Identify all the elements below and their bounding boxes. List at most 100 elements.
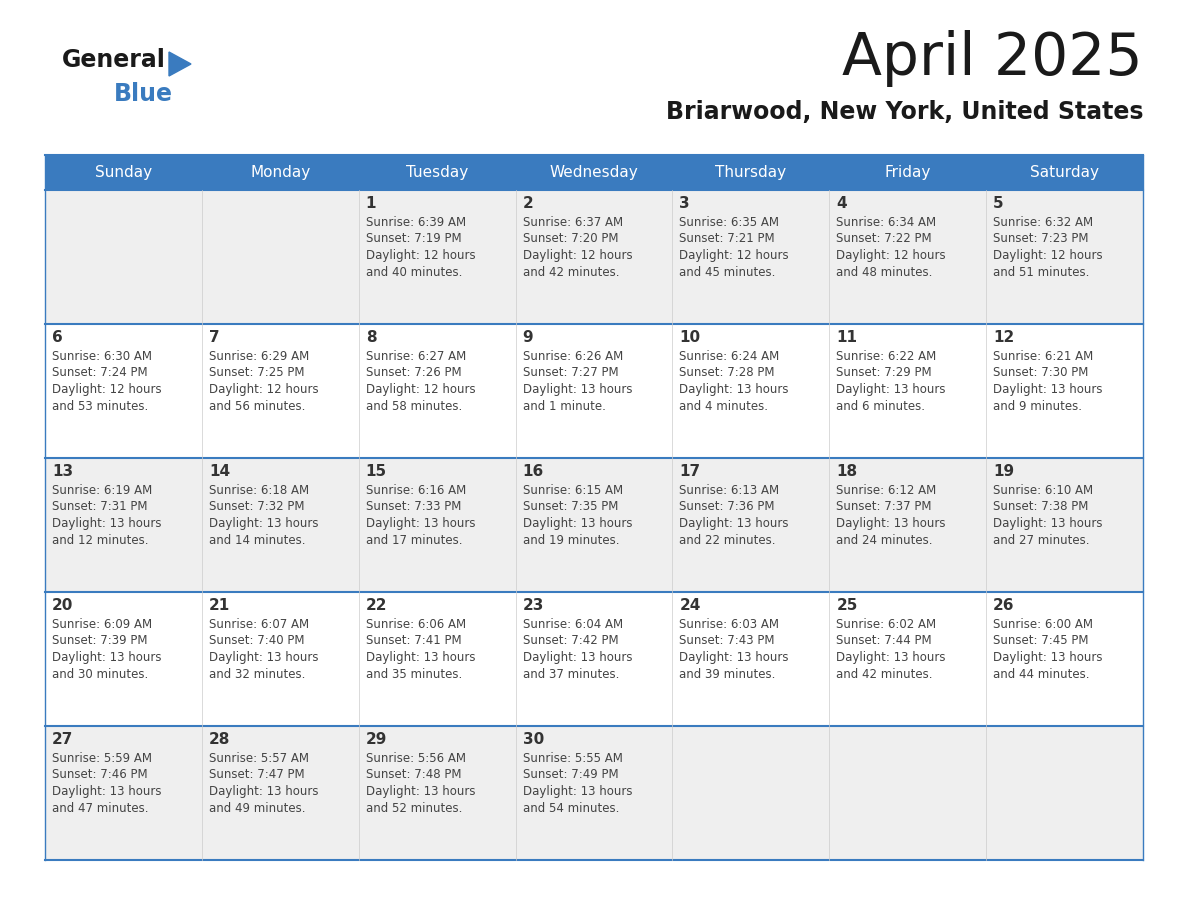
Text: Daylight: 13 hours: Daylight: 13 hours: [209, 785, 318, 798]
Text: 5: 5: [993, 196, 1004, 211]
Text: Daylight: 13 hours: Daylight: 13 hours: [836, 517, 946, 530]
Text: Daylight: 12 hours: Daylight: 12 hours: [366, 249, 475, 262]
Text: and 19 minutes.: and 19 minutes.: [523, 533, 619, 546]
Text: Daylight: 13 hours: Daylight: 13 hours: [680, 517, 789, 530]
Text: Sunrise: 6:06 AM: Sunrise: 6:06 AM: [366, 618, 466, 631]
Text: 19: 19: [993, 464, 1015, 479]
Text: Daylight: 12 hours: Daylight: 12 hours: [523, 249, 632, 262]
Text: Sunset: 7:46 PM: Sunset: 7:46 PM: [52, 768, 147, 781]
Text: 26: 26: [993, 598, 1015, 613]
Text: and 17 minutes.: and 17 minutes.: [366, 533, 462, 546]
Text: Sunrise: 6:35 AM: Sunrise: 6:35 AM: [680, 216, 779, 229]
Text: Daylight: 12 hours: Daylight: 12 hours: [993, 249, 1102, 262]
Text: Daylight: 13 hours: Daylight: 13 hours: [523, 785, 632, 798]
Text: Briarwood, New York, United States: Briarwood, New York, United States: [665, 100, 1143, 124]
Text: Sunset: 7:38 PM: Sunset: 7:38 PM: [993, 500, 1088, 513]
Text: and 30 minutes.: and 30 minutes.: [52, 667, 148, 680]
Text: and 24 minutes.: and 24 minutes.: [836, 533, 933, 546]
Text: Sunrise: 6:07 AM: Sunrise: 6:07 AM: [209, 618, 309, 631]
Text: 17: 17: [680, 464, 701, 479]
Text: Daylight: 13 hours: Daylight: 13 hours: [680, 383, 789, 396]
Text: Sunset: 7:49 PM: Sunset: 7:49 PM: [523, 768, 618, 781]
Bar: [45, 726, 1143, 860]
Text: 21: 21: [209, 598, 230, 613]
Text: 30: 30: [523, 732, 544, 747]
Text: and 14 minutes.: and 14 minutes.: [209, 533, 305, 546]
Text: Sunset: 7:25 PM: Sunset: 7:25 PM: [209, 366, 304, 379]
Text: and 52 minutes.: and 52 minutes.: [366, 801, 462, 814]
Text: and 54 minutes.: and 54 minutes.: [523, 801, 619, 814]
Text: Sunset: 7:24 PM: Sunset: 7:24 PM: [52, 366, 147, 379]
Text: and 35 minutes.: and 35 minutes.: [366, 667, 462, 680]
Text: Thursday: Thursday: [715, 165, 786, 180]
Text: Daylight: 13 hours: Daylight: 13 hours: [680, 651, 789, 664]
Text: 16: 16: [523, 464, 544, 479]
Text: Saturday: Saturday: [1030, 165, 1099, 180]
Text: Sunset: 7:26 PM: Sunset: 7:26 PM: [366, 366, 461, 379]
Text: Sunrise: 6:32 AM: Sunrise: 6:32 AM: [993, 216, 1093, 229]
Text: 15: 15: [366, 464, 387, 479]
Text: Sunrise: 5:55 AM: Sunrise: 5:55 AM: [523, 752, 623, 765]
Bar: [45, 155, 1143, 190]
Text: Sunrise: 6:34 AM: Sunrise: 6:34 AM: [836, 216, 936, 229]
Text: Sunrise: 6:39 AM: Sunrise: 6:39 AM: [366, 216, 466, 229]
Text: Daylight: 13 hours: Daylight: 13 hours: [523, 517, 632, 530]
Text: Daylight: 13 hours: Daylight: 13 hours: [993, 517, 1102, 530]
Bar: [45, 458, 1143, 592]
Text: Daylight: 13 hours: Daylight: 13 hours: [366, 517, 475, 530]
Text: Sunset: 7:27 PM: Sunset: 7:27 PM: [523, 366, 618, 379]
Text: and 45 minutes.: and 45 minutes.: [680, 265, 776, 278]
Text: 6: 6: [52, 330, 63, 345]
Polygon shape: [169, 52, 191, 76]
Text: and 42 minutes.: and 42 minutes.: [836, 667, 933, 680]
Text: Sunday: Sunday: [95, 165, 152, 180]
Text: 1: 1: [366, 196, 377, 211]
Text: and 37 minutes.: and 37 minutes.: [523, 667, 619, 680]
Text: Sunset: 7:30 PM: Sunset: 7:30 PM: [993, 366, 1088, 379]
Text: Daylight: 13 hours: Daylight: 13 hours: [523, 383, 632, 396]
Text: 9: 9: [523, 330, 533, 345]
Text: and 42 minutes.: and 42 minutes.: [523, 265, 619, 278]
Text: Sunrise: 6:04 AM: Sunrise: 6:04 AM: [523, 618, 623, 631]
Text: 23: 23: [523, 598, 544, 613]
Text: Daylight: 13 hours: Daylight: 13 hours: [366, 651, 475, 664]
Text: Sunset: 7:22 PM: Sunset: 7:22 PM: [836, 232, 931, 245]
Text: Monday: Monday: [251, 165, 310, 180]
Text: 2: 2: [523, 196, 533, 211]
Text: Sunset: 7:21 PM: Sunset: 7:21 PM: [680, 232, 775, 245]
Text: and 56 minutes.: and 56 minutes.: [209, 399, 305, 412]
Text: Sunset: 7:29 PM: Sunset: 7:29 PM: [836, 366, 931, 379]
Text: Sunrise: 6:27 AM: Sunrise: 6:27 AM: [366, 350, 466, 363]
Text: and 22 minutes.: and 22 minutes.: [680, 533, 776, 546]
Text: Sunrise: 6:26 AM: Sunrise: 6:26 AM: [523, 350, 623, 363]
Text: Sunrise: 6:10 AM: Sunrise: 6:10 AM: [993, 484, 1093, 497]
Text: 25: 25: [836, 598, 858, 613]
Text: and 40 minutes.: and 40 minutes.: [366, 265, 462, 278]
Text: Sunrise: 6:09 AM: Sunrise: 6:09 AM: [52, 618, 152, 631]
Bar: [45, 190, 1143, 324]
Text: Daylight: 13 hours: Daylight: 13 hours: [52, 517, 162, 530]
Text: Sunrise: 6:37 AM: Sunrise: 6:37 AM: [523, 216, 623, 229]
Text: 24: 24: [680, 598, 701, 613]
Text: Daylight: 12 hours: Daylight: 12 hours: [836, 249, 946, 262]
Text: and 44 minutes.: and 44 minutes.: [993, 667, 1089, 680]
Text: Daylight: 13 hours: Daylight: 13 hours: [366, 785, 475, 798]
Text: Sunset: 7:37 PM: Sunset: 7:37 PM: [836, 500, 931, 513]
Text: Wednesday: Wednesday: [550, 165, 638, 180]
Text: Friday: Friday: [885, 165, 931, 180]
Text: Sunset: 7:33 PM: Sunset: 7:33 PM: [366, 500, 461, 513]
Text: 20: 20: [52, 598, 74, 613]
Text: Sunrise: 5:57 AM: Sunrise: 5:57 AM: [209, 752, 309, 765]
Text: Sunrise: 6:24 AM: Sunrise: 6:24 AM: [680, 350, 779, 363]
Text: Sunrise: 5:59 AM: Sunrise: 5:59 AM: [52, 752, 152, 765]
Text: April 2025: April 2025: [842, 30, 1143, 87]
Text: and 12 minutes.: and 12 minutes.: [52, 533, 148, 546]
Text: 10: 10: [680, 330, 701, 345]
Text: Daylight: 12 hours: Daylight: 12 hours: [366, 383, 475, 396]
Text: Daylight: 13 hours: Daylight: 13 hours: [836, 383, 946, 396]
Text: Sunset: 7:20 PM: Sunset: 7:20 PM: [523, 232, 618, 245]
Text: Daylight: 13 hours: Daylight: 13 hours: [52, 785, 162, 798]
Text: Sunrise: 6:29 AM: Sunrise: 6:29 AM: [209, 350, 309, 363]
Text: 11: 11: [836, 330, 858, 345]
Text: 29: 29: [366, 732, 387, 747]
